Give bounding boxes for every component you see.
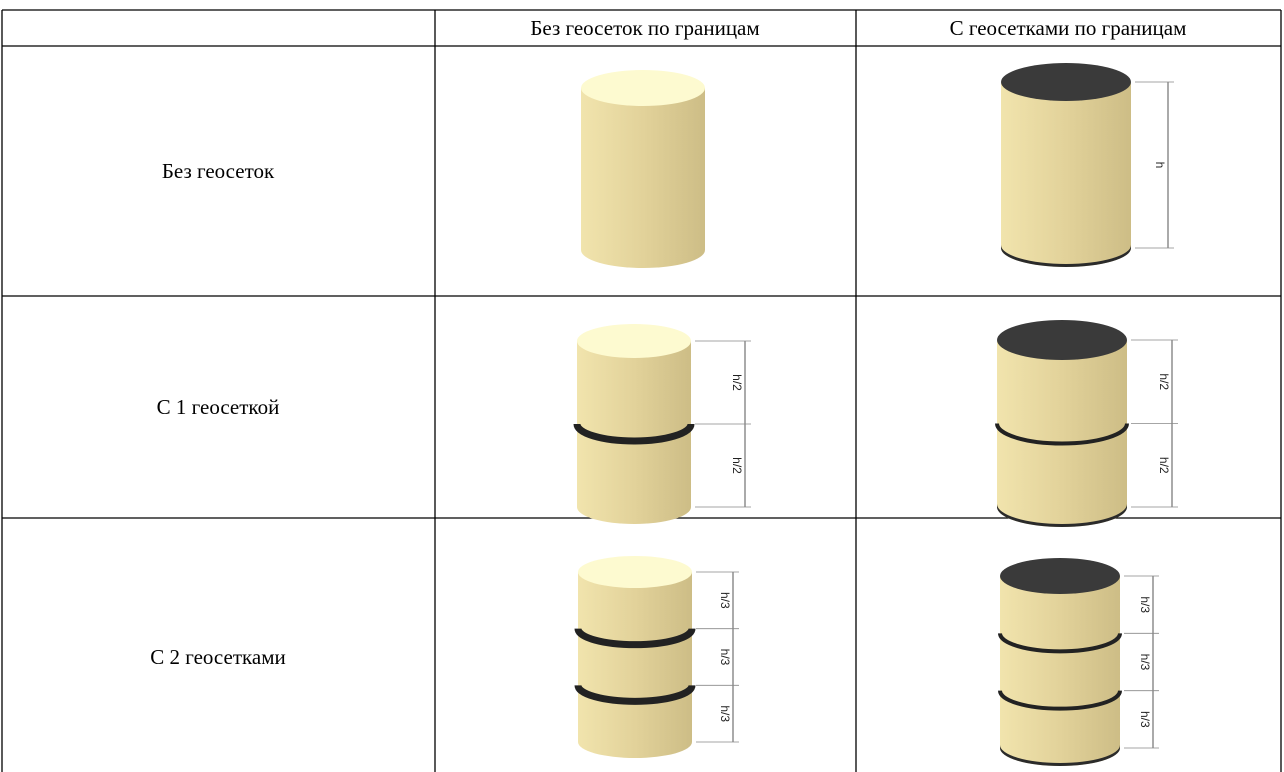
column-header: С геосетками по границам — [950, 16, 1187, 40]
cylinder: h/2 h/2 — [573, 324, 751, 524]
dimension-label: h/2 — [730, 374, 744, 391]
dimension-label: h/3 — [718, 705, 732, 722]
dimension-label: h — [1153, 162, 1167, 169]
cylinder: h/3 h/3 h/3 — [574, 556, 739, 758]
geogrid-ring — [574, 628, 696, 649]
geogrid-ring — [995, 423, 1129, 446]
cylinder-body — [997, 340, 1127, 527]
cylinder: h/2 h/2 — [995, 320, 1178, 527]
cylinder-body — [578, 572, 692, 758]
row-label: С 2 геосетками — [150, 645, 286, 669]
cylinder-top — [577, 324, 691, 358]
dimension-label: h/2 — [730, 457, 744, 474]
cylinder-top — [581, 70, 705, 106]
cylinder: h — [1001, 63, 1174, 267]
cylinder-body — [577, 341, 691, 524]
row-label: С 1 геосеткой — [157, 395, 280, 419]
column-header: Без геосеток по границам — [530, 16, 759, 40]
geogrid-ring — [574, 684, 696, 705]
bottom-rim — [1000, 745, 1120, 766]
dimension-label: h/3 — [1138, 596, 1152, 613]
cylinder-top — [997, 320, 1127, 360]
cylinder-body — [1000, 576, 1120, 766]
cylinder-top — [1000, 558, 1120, 594]
table-grid — [1, 9, 1282, 772]
geogrid-ring — [573, 423, 695, 445]
dimension-label: h/3 — [718, 592, 732, 609]
dimension-label: h/2 — [1157, 457, 1171, 474]
cylinder: h/3 h/3 h/3 — [998, 558, 1159, 766]
dimension-label: h/3 — [1138, 711, 1152, 728]
dimension-label: h/3 — [718, 649, 732, 666]
cylinder-top — [578, 556, 692, 588]
cylinder-body — [581, 88, 705, 268]
geogrid-ring — [998, 690, 1122, 711]
cylinder — [581, 70, 705, 268]
bottom-rim — [1001, 245, 1131, 267]
cylinder-body — [1001, 82, 1131, 267]
dimension-label: h/3 — [1138, 654, 1152, 671]
row-label: Без геосеток — [162, 159, 275, 183]
geogrid-ring — [998, 633, 1122, 654]
cylinder-top — [1001, 63, 1131, 101]
dimension-label: h/2 — [1157, 373, 1171, 390]
